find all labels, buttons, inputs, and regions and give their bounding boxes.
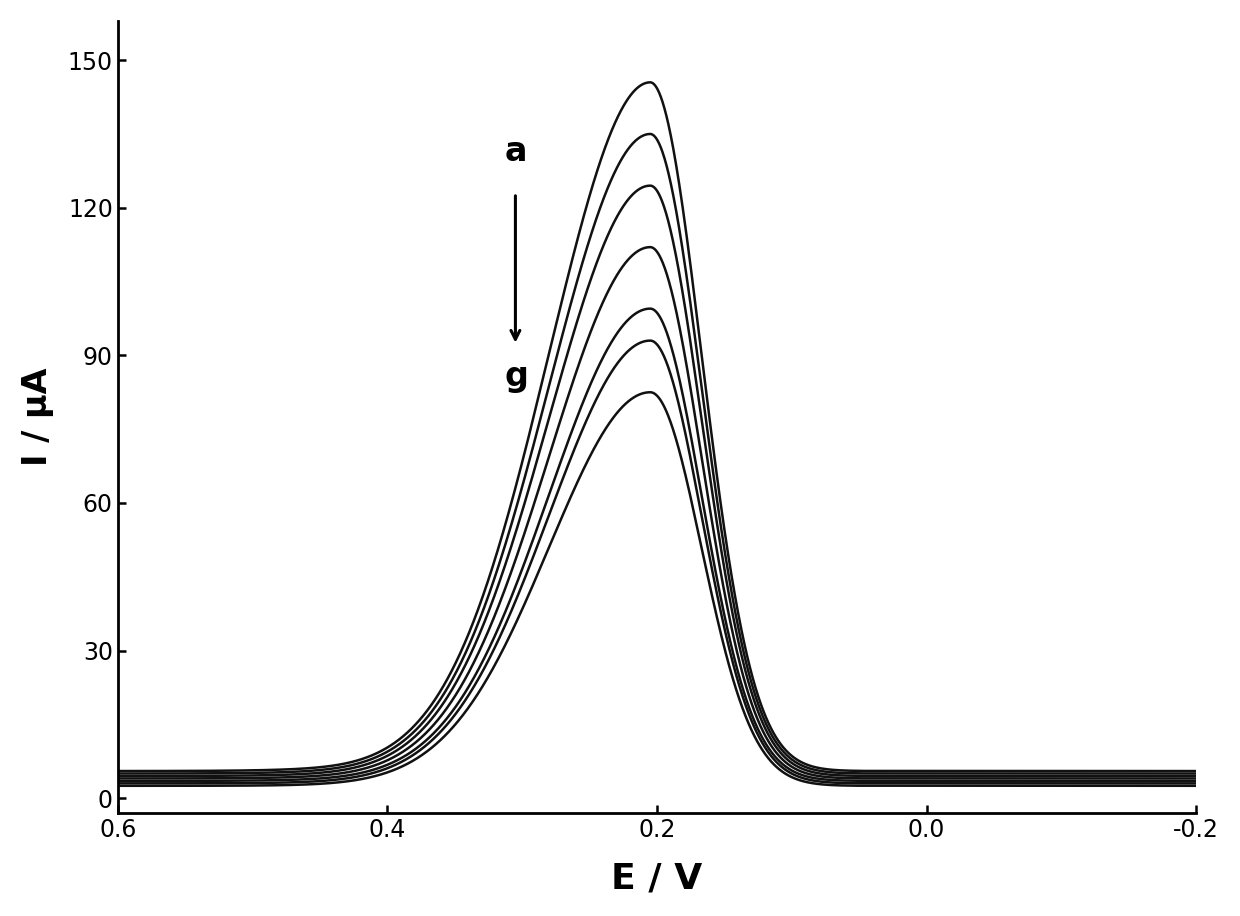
Text: a: a [505,136,527,169]
X-axis label: E / V: E / V [611,861,703,895]
Y-axis label: I / μA: I / μA [21,367,53,466]
Text: g: g [505,360,528,393]
